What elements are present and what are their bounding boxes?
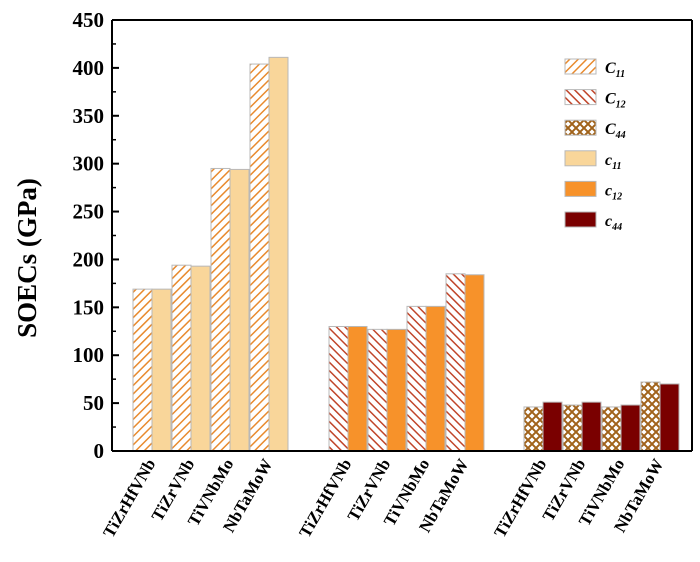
legend-label-C11: C11	[605, 60, 625, 80]
y-tick-label: 350	[73, 104, 105, 128]
bar-c11_small-tivnbmo	[229, 168, 250, 452]
legend-subscript: 12	[612, 191, 622, 202]
legend-subscript: 44	[611, 222, 622, 233]
bar-C11-tizrvnb	[171, 264, 192, 452]
bar-C12-tizrvnb	[367, 328, 388, 452]
legend: C11 C12 C44 c11 c12 c44	[564, 58, 626, 233]
bar-C44-tizrhfvnb	[523, 406, 544, 452]
legend-swatch-c44_small	[564, 211, 597, 228]
bar-c44_small-tizrvnb	[581, 401, 602, 452]
legend-label-c11_small: c11	[605, 152, 622, 172]
y-tick-label: 300	[73, 152, 105, 176]
bar-c44_small-tizrhfvnb	[542, 401, 563, 452]
category-label: TiZrHfVNb	[295, 456, 355, 541]
bar-c12_small-tizrhfvnb	[347, 325, 368, 452]
y-tick-label: 450	[73, 8, 105, 32]
axes: 0 50 100 150 200 250 300 350 400 450	[73, 8, 693, 463]
y-tick-label: 0	[94, 439, 105, 463]
category-label: TiZrHfVNb	[99, 456, 159, 541]
legend-subscript: 11	[616, 69, 625, 80]
legend-label-c12_small: c12	[605, 182, 622, 202]
bar-c11_small-tizrvnb	[190, 265, 211, 452]
bar-c44_small-nbtamow	[659, 383, 680, 452]
legend-swatch-c11_small	[564, 150, 597, 167]
bar-C44-tizrvnb	[562, 404, 583, 452]
bar-C12-tizrhfvnb	[328, 325, 349, 452]
y-axis-label: SOECs (GPa)	[12, 178, 42, 338]
legend-label-c44_small: c44	[605, 213, 622, 233]
y-tick-label: 50	[83, 391, 104, 415]
bar-c11_small-nbtamow	[268, 56, 289, 452]
legend-subscript: 12	[616, 100, 626, 111]
bar-c12_small-tizrvnb	[386, 328, 407, 452]
y-tick-label: 200	[73, 247, 105, 271]
bar-c11_small-tizrhfvnb	[151, 288, 172, 452]
y-tick-label: 250	[73, 200, 105, 224]
bar-C12-nbtamow	[445, 273, 466, 452]
legend-label-C44: C44	[605, 121, 626, 141]
bar-c12_small-nbtamow	[464, 274, 485, 452]
bar-C44-tivnbmo	[601, 406, 622, 452]
bar-C11-nbtamow	[249, 63, 270, 452]
legend-label-C12: C12	[605, 91, 626, 111]
legend-swatch-C11	[564, 58, 597, 75]
bar-C12-tivnbmo	[406, 305, 427, 452]
y-tick-label: 100	[73, 343, 105, 367]
y-tick-label: 150	[73, 295, 105, 319]
y-tick-label: 400	[73, 56, 105, 80]
legend-swatch-C12	[564, 89, 597, 106]
bar-c44_small-tivnbmo	[620, 404, 641, 452]
plot-area	[132, 56, 680, 452]
legend-swatch-c12_small	[564, 180, 597, 197]
legend-swatch-C44	[564, 119, 597, 136]
bar-C11-tizrhfvnb	[132, 288, 153, 452]
bar-C11-tivnbmo	[210, 167, 231, 452]
legend-subscript: 44	[615, 130, 626, 141]
category-label: TiZrHfVNb	[490, 456, 550, 541]
bar-C44-nbtamow	[640, 381, 661, 452]
bar-c12_small-tivnbmo	[425, 305, 446, 452]
legend-subscript: 11	[612, 161, 621, 172]
